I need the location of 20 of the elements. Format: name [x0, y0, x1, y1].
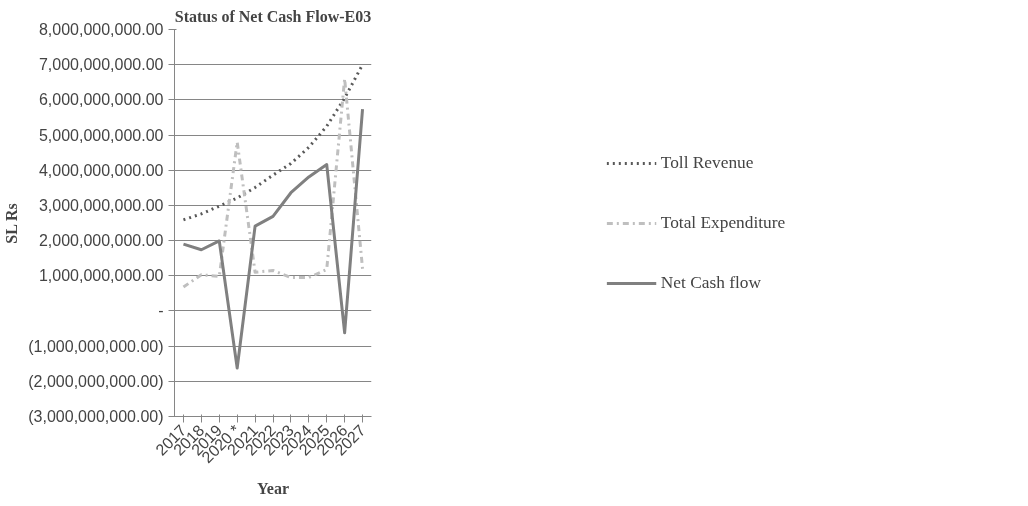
y-tick-label: (1,000,000,000.00) — [28, 337, 164, 355]
y-tick-label: - — [158, 302, 164, 320]
y-tick-label: 6,000,000,000.00 — [38, 91, 164, 109]
y-tick-label: 7,000,000,000.00 — [38, 56, 164, 74]
y-tick-label: 3,000,000,000.00 — [38, 196, 164, 214]
legend-label: Net Cash flow — [660, 272, 761, 293]
legend-label: Total Expenditure — [660, 212, 786, 233]
line-series — [181, 77, 365, 289]
y-tick-label: 8,000,000,000.00 — [38, 21, 164, 38]
y-tick-label: 1,000,000,000.00 — [38, 267, 164, 285]
chart-title: Status of Net Cash Flow-E03 — [174, 7, 372, 25]
y-tick-label: 2,000,000,000.00 — [38, 232, 164, 250]
y-tick-label: (2,000,000,000.00) — [28, 372, 164, 390]
line-series — [181, 107, 365, 370]
y-tick-label: 5,000,000,000.00 — [38, 126, 164, 144]
y-axis-title: SL Rs — [3, 203, 21, 244]
y-tick-label: 4,000,000,000.00 — [38, 161, 164, 179]
x-axis-title: Year — [257, 480, 289, 498]
y-tick-label: (3,000,000,000.00) — [28, 408, 164, 425]
legend-label: Toll Revenue — [660, 152, 754, 173]
